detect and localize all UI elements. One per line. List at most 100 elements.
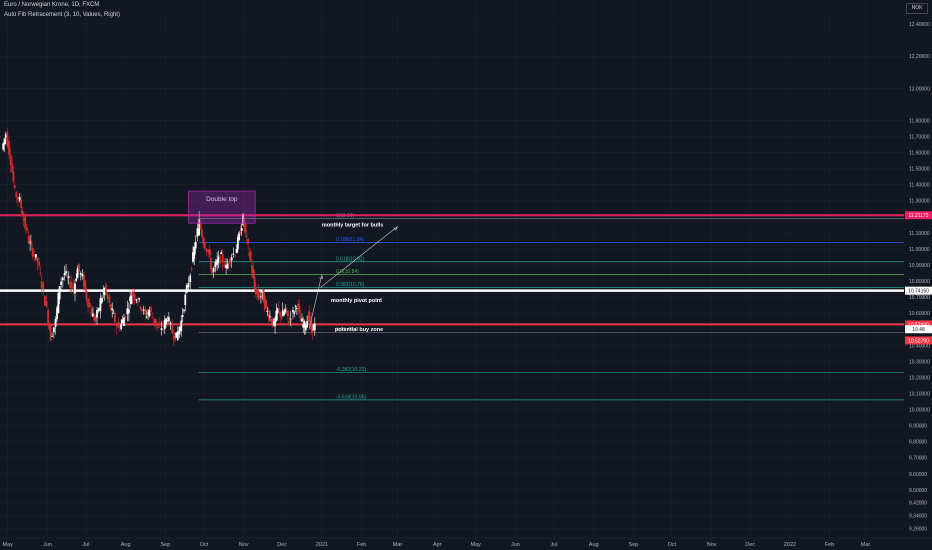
candle-body: [286, 310, 289, 317]
candle-body: [20, 199, 23, 209]
candle-body: [40, 281, 43, 288]
price-tick-label: 9.80000: [909, 440, 927, 446]
candle-body: [79, 273, 82, 275]
candle-body: [280, 316, 283, 318]
candle-body: [57, 292, 60, 313]
candle-body: [112, 312, 115, 314]
candle-body: [145, 316, 148, 318]
candle-body: [285, 308, 288, 310]
candle-body: [92, 313, 94, 317]
candle-body: [201, 229, 203, 237]
candle-body: [298, 306, 301, 312]
candle-body: [217, 256, 220, 263]
price-tick-label: 11.40000: [909, 183, 930, 189]
time-tick-label: Dec: [745, 542, 755, 548]
candle-body: [22, 217, 25, 221]
candle-body: [30, 240, 33, 245]
candle-body: [147, 312, 150, 314]
time-tick-label: Mar: [393, 542, 403, 548]
candle-body: [2, 143, 5, 150]
candle-body: [194, 241, 197, 249]
candle-body: [275, 310, 278, 321]
candle-body: [308, 311, 311, 322]
time-tick-label: Jun: [511, 542, 520, 548]
candle-body: [48, 323, 51, 330]
candle-body: [212, 267, 215, 272]
candle-body: [96, 309, 98, 318]
candle-body: [72, 286, 75, 290]
candle-body: [24, 215, 27, 229]
candle-body: [58, 286, 61, 300]
time-tick-label: Jul: [82, 542, 89, 548]
candle-body: [52, 327, 55, 333]
candle-body: [226, 264, 229, 269]
candle-body: [257, 290, 260, 299]
candle-body: [76, 267, 79, 279]
candle-body: [97, 308, 100, 312]
horizontal-lines[interactable]: [0, 214, 904, 326]
candle-body: [238, 232, 241, 240]
candle-body: [12, 172, 15, 182]
price-tick-label: 12.00000: [909, 86, 930, 92]
price-tick-label: 11.70000: [909, 135, 930, 141]
candle-body: [63, 273, 66, 276]
grid: [0, 0, 904, 538]
fib-retracement[interactable]: 1(11.19)0.786(11.04)0.618(10.92)0.5(10.8…: [198, 213, 904, 400]
time-tick-label: Nov: [707, 542, 717, 548]
candle-body: [11, 164, 14, 172]
candle-body: [260, 295, 262, 297]
candle-body: [13, 185, 16, 189]
candle-body: [261, 289, 264, 293]
candle-body: [214, 261, 217, 268]
candle-body: [169, 322, 172, 325]
candle-body: [154, 319, 157, 326]
annotations[interactable]: Double top monthly target for bulls monthl…: [188, 190, 398, 333]
time-tick-label: 2021: [316, 542, 328, 548]
currency-badge[interactable]: NOK: [906, 3, 928, 14]
candle-body: [184, 294, 187, 306]
candle-body: [54, 318, 57, 328]
candle-body: [174, 332, 176, 341]
symbol-title[interactable]: Euro / Norwegian Krone, 1D, FXCM: [4, 2, 100, 8]
candle-body: [35, 254, 37, 258]
candle-body: [288, 320, 291, 324]
candle-body: [90, 308, 93, 316]
candle-body: [3, 138, 6, 145]
candle-body: [118, 329, 121, 331]
fib-level-label: 0.618(10.92): [336, 256, 365, 262]
price-tag: [905, 325, 932, 334]
candle-body: [133, 294, 136, 300]
indicator-label[interactable]: Auto Fib Retracement (3, 10, Values, Rig…: [4, 12, 120, 18]
candle-body: [258, 295, 261, 299]
candle-body: [171, 325, 174, 334]
price-tick-label: 10.80000: [909, 279, 930, 285]
time-tick-label: Feb: [357, 542, 366, 548]
candle-body: [292, 310, 294, 313]
candle-body: [313, 323, 316, 331]
price-tick-label: 11.00000: [909, 247, 930, 253]
price-axis[interactable]: 12.40000 12.20000 12.00000 11.80000 11.70000…: [904, 0, 932, 550]
price-tick-label: 11.30000: [909, 199, 930, 205]
candle-body: [60, 281, 63, 285]
candle-body: [220, 252, 223, 254]
candle-body: [38, 262, 41, 266]
candle-body: [256, 289, 258, 295]
candle-body: [66, 275, 69, 277]
candle-body: [31, 247, 34, 257]
candle-body: [221, 254, 224, 263]
candle-body: [99, 298, 102, 311]
time-axis[interactable]: May Jun Jul Aug Sep Oct Nov Dec 2021 Feb Mar Apr May…: [0, 537, 932, 548]
time-tick-label: Mar: [861, 542, 871, 548]
candle-body: [187, 283, 190, 288]
candle-body: [45, 301, 48, 307]
candle-body: [297, 303, 300, 307]
price-tick-label: 10.30000: [909, 359, 930, 365]
time-tick-label: Oct: [668, 542, 677, 548]
candle-body: [196, 228, 199, 237]
candle-body: [176, 331, 179, 340]
candle-body: [208, 248, 211, 255]
price-tick-label: 9.70000: [909, 456, 927, 462]
candle-body: [162, 323, 165, 327]
